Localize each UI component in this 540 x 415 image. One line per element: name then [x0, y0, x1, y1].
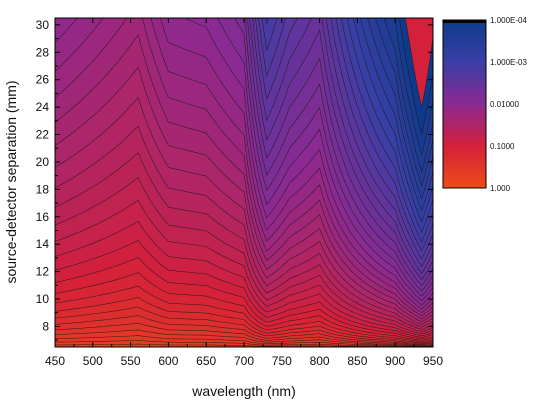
contour-line: [55, 329, 433, 346]
contour-line: [55, 177, 433, 333]
x-axis-title: wavelength (nm): [191, 383, 296, 399]
x-tick-label: 800: [310, 354, 330, 368]
y-tick-label: 18: [36, 182, 50, 196]
x-tick-label: 750: [272, 354, 292, 368]
x-tick-label: 650: [196, 354, 216, 368]
colorbar-label: 0.01000: [490, 100, 519, 109]
y-tick-label: 22: [36, 128, 50, 142]
contour-line: [55, 315, 433, 345]
colorbar-label: 1.000E-03: [490, 58, 527, 67]
y-tick-label: 8: [42, 319, 49, 333]
x-tick-label: 850: [347, 354, 367, 368]
contour-line: [55, 306, 433, 344]
y-tick-label: 16: [36, 210, 50, 224]
contour-line: [353, 18, 433, 223]
contour-lines: [55, 18, 433, 347]
contour-line: [55, 34, 433, 320]
x-tick-label: 550: [121, 354, 141, 368]
x-tick-label: 950: [423, 354, 443, 368]
contour-line: [55, 199, 433, 335]
y-tick-label: 14: [36, 237, 50, 251]
x-tick-label: 700: [234, 354, 254, 368]
x-tick-label: 450: [45, 354, 65, 368]
contour-line: [55, 97, 433, 325]
contour-line: [55, 18, 433, 317]
colorbar-label: 0.1000: [490, 142, 515, 151]
x-tick-label: 500: [83, 354, 103, 368]
contour-line: [217, 18, 433, 302]
contour-line: [55, 322, 433, 346]
y-tick-label: 12: [36, 265, 50, 279]
y-tick-label: 10: [36, 292, 50, 306]
colorbar-top-band: [443, 20, 486, 23]
y-tick-label: 20: [36, 155, 50, 169]
contour-line: [55, 272, 433, 341]
contour-line: [249, 18, 433, 281]
contour-line: [183, 18, 433, 306]
y-tick-label: 30: [36, 18, 50, 32]
x-tick-label: 900: [385, 354, 405, 368]
contour-line: [55, 335, 433, 347]
contour-line: [55, 297, 433, 343]
contour-line: [261, 18, 433, 252]
contour-line: [55, 18, 433, 313]
contour-line: [55, 257, 433, 340]
contour-line: [252, 18, 433, 274]
y-tick-label: 28: [36, 45, 50, 59]
contour-line: [55, 240, 433, 338]
contour-line: [244, 18, 433, 292]
colorbar-label: 1.000E-04: [490, 16, 527, 25]
contour-line: [55, 152, 433, 330]
contour-line: [55, 18, 433, 310]
colorbar-scale: [442, 19, 487, 189]
contour-line: [265, 18, 433, 243]
x-tick-label: 600: [158, 354, 178, 368]
contour-line: [55, 66, 433, 323]
contour-line: [55, 220, 433, 337]
contour-line: [234, 18, 433, 297]
y-axis: 8 10 12 14 16 18 20 22 24 26 28 30: [36, 18, 433, 341]
contour-line: [346, 18, 433, 233]
y-axis-title: source-detector separation (mm): [3, 80, 19, 283]
contour-line: [55, 125, 433, 328]
contour-line: [367, 18, 433, 200]
colorbar-labels: 1.000E-04 1.000E-03 0.01000 0.1000 1.000: [490, 16, 527, 193]
y-tick-label: 24: [36, 100, 50, 114]
x-axis: 450 500 550 600 650 700 750 800 850 900 950: [45, 18, 443, 368]
colorbar: 1.000E-04 1.000E-03 0.01000 0.1000 1.000: [442, 16, 527, 193]
y-tick-label: 26: [36, 73, 50, 87]
contour-line: [255, 18, 433, 268]
plot-area: [55, 18, 433, 347]
contour-line: [55, 285, 433, 342]
contour-line: [359, 18, 433, 212]
contour-line: [257, 18, 433, 260]
colorbar-label: 1.000: [490, 184, 511, 193]
contour-line: [246, 18, 433, 287]
